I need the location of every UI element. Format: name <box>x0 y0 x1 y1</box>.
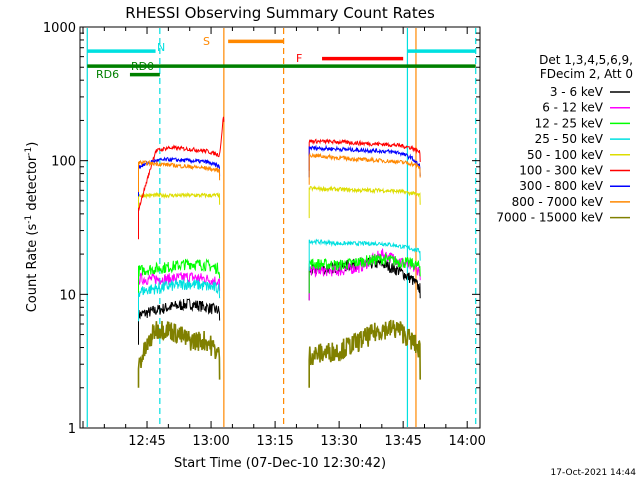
series-line <box>138 278 221 322</box>
flag-label: S <box>203 35 210 48</box>
x-tick-label: 14:00 <box>448 434 485 449</box>
flag-label: F <box>296 52 302 65</box>
series <box>138 252 421 301</box>
legend-header-line: Det 1,3,4,5,6,9, <box>539 53 633 67</box>
y-axis-label-part: Count Rate (s <box>25 224 40 313</box>
chart-title: RHESSI Observing Summary Count Rates <box>125 4 435 22</box>
legend-header-line: FDecim 2, Att 0 <box>540 67 633 81</box>
series-line <box>138 272 221 309</box>
x-tick-label: 13:00 <box>192 434 229 449</box>
plot-frame <box>79 26 481 429</box>
series-line <box>138 298 221 345</box>
series <box>137 319 421 388</box>
series-line <box>138 156 221 197</box>
series-line <box>308 319 421 388</box>
series-line <box>138 191 221 225</box>
chart-annotations: N S F RD0 RD6 <box>86 28 477 427</box>
flag-label: RD0 <box>131 60 154 73</box>
series-line <box>308 238 421 271</box>
legend-label: 50 - 100 keV <box>527 148 604 162</box>
y-tick-label: 1000 <box>43 21 76 36</box>
x-tick-label: 13:45 <box>384 434 421 449</box>
series <box>138 185 421 225</box>
y-axis-label: Count Rate (s-1 detector-1) <box>24 142 40 313</box>
y-axis-label-part: ) <box>25 142 40 147</box>
series-line <box>138 159 221 193</box>
series-line <box>308 185 421 219</box>
x-tick-label: 13:30 <box>320 434 357 449</box>
y-axis-label-superscript: -1 <box>24 147 34 156</box>
series-line <box>308 252 421 294</box>
y-tick-label: 10 <box>59 288 76 303</box>
legend-label: 25 - 50 keV <box>535 132 604 146</box>
legend-label: 6 - 12 keV <box>542 101 604 115</box>
series-line <box>138 258 221 301</box>
x-tick-label: 13:15 <box>256 434 293 449</box>
series-line <box>308 144 421 178</box>
series-line <box>308 152 421 185</box>
y-axis-label-superscript: -1 <box>24 215 34 224</box>
legend-label: 12 - 25 keV <box>535 116 604 130</box>
series <box>138 144 421 197</box>
chart-series <box>137 116 421 388</box>
flag-label: RD6 <box>96 68 119 81</box>
series-line <box>308 138 421 171</box>
x-tick-label: 12:45 <box>128 434 165 449</box>
x-axis-label: Start Time (07-Dec-10 12:30:42) <box>174 456 386 471</box>
legend-label: 7000 - 15000 keV <box>496 211 603 225</box>
chart-axes: 12:45 13:00 13:15 13:30 13:45 14:00 1 10 100 1000 <box>43 21 486 449</box>
timestamp: 17-Oct-2021 14:44 <box>551 468 637 478</box>
flag-label: N <box>157 41 165 54</box>
legend-label: 3 - 6 keV <box>550 85 604 99</box>
series-line <box>137 320 221 388</box>
series <box>138 152 421 193</box>
y-tick-label: 1 <box>68 422 76 437</box>
legend-label: 300 - 800 keV <box>519 179 603 193</box>
y-tick-label: 100 <box>51 155 76 170</box>
series <box>138 238 421 322</box>
y-axis-label-part: detector <box>25 155 40 215</box>
legend-label: 100 - 300 keV <box>519 164 603 178</box>
legend-label: 800 - 7000 keV <box>512 195 604 209</box>
